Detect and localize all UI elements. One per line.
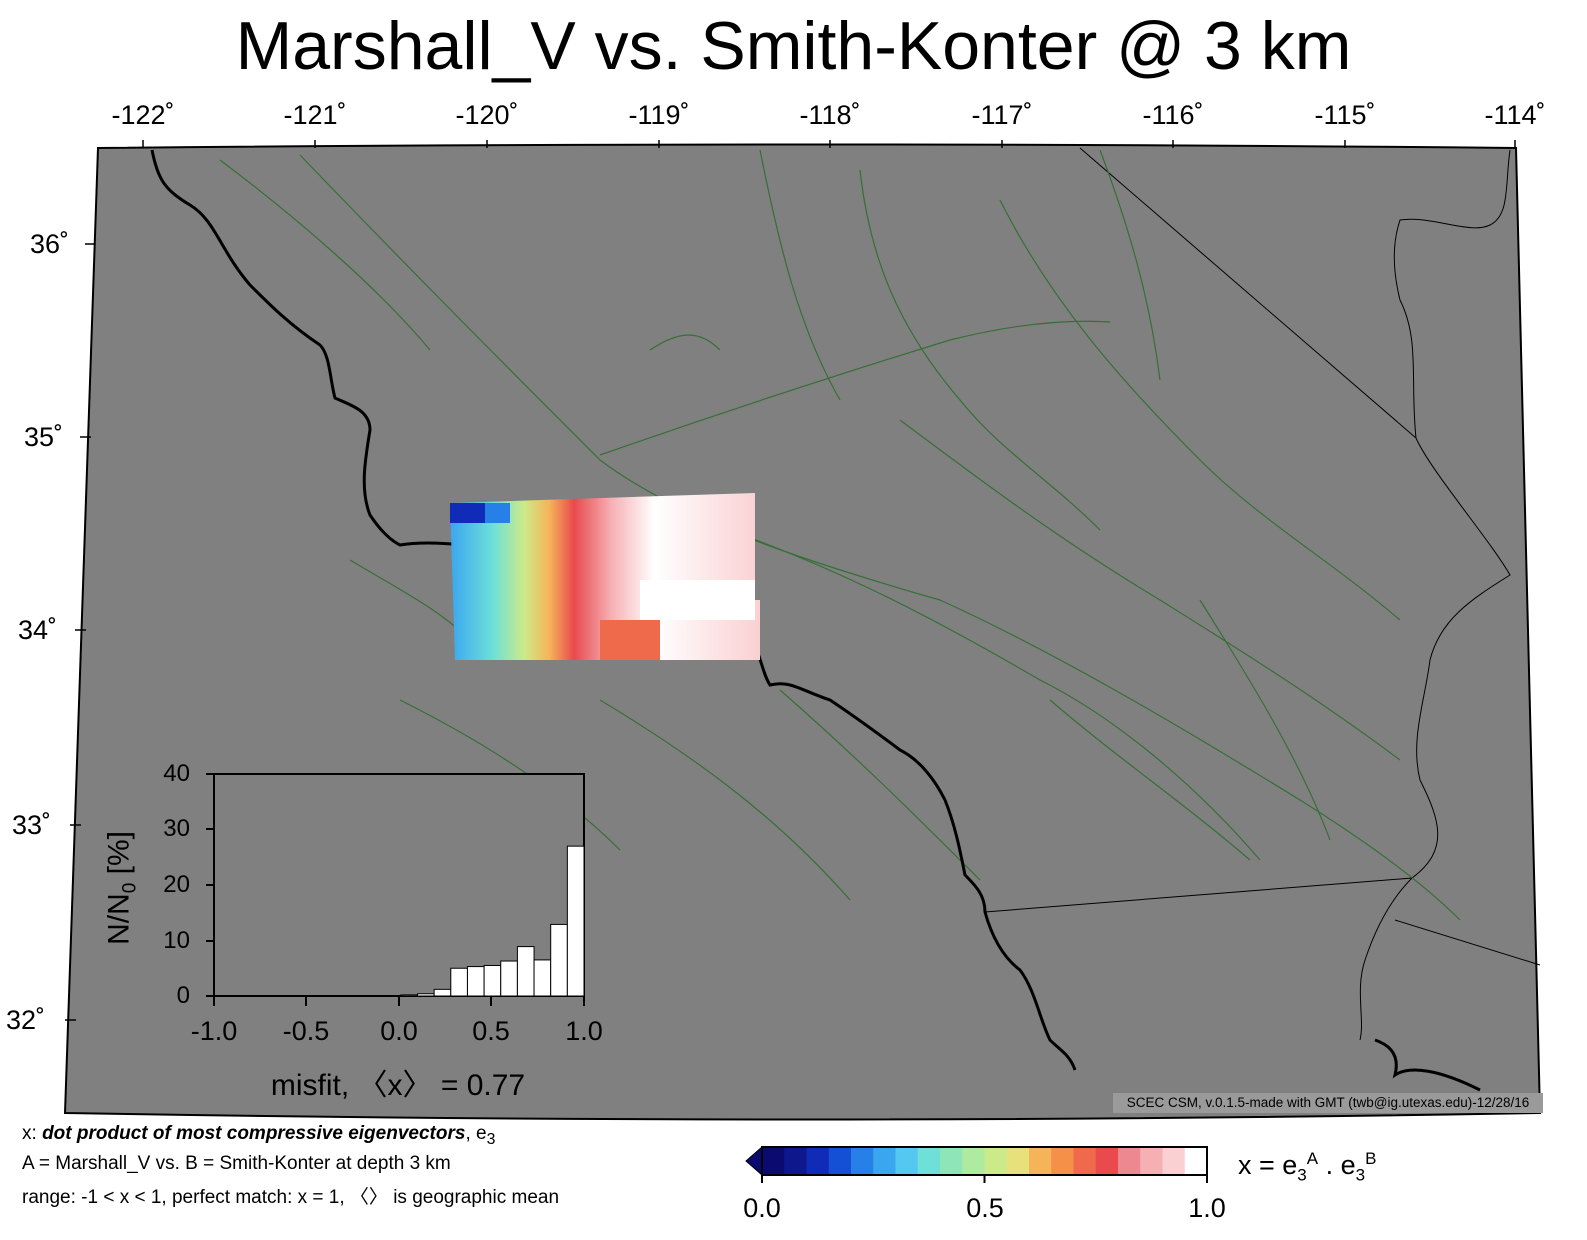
colorbar-swatch (806, 1147, 830, 1175)
hist-x-tick: 0.0 (380, 1016, 418, 1046)
histogram-bar (417, 993, 435, 997)
hist-x-tick: 0.5 (472, 1016, 510, 1046)
histogram-bar (550, 923, 568, 997)
map-title: Marshall_V vs. Smith-Konter @ 3 km (235, 8, 1352, 84)
colorbar-label: x = e3A . e3B (1238, 1149, 1377, 1185)
colorbar-swatch (762, 1147, 785, 1175)
fault-traces (219, 149, 1461, 921)
credit-label: SCEC CSM, v.0.1.5-made with GMT (twb@ig.… (1113, 1093, 1543, 1113)
histogram-bars (400, 845, 585, 997)
colorbar-swatch (917, 1147, 941, 1175)
lat-label: 36˚ (30, 229, 70, 259)
lon-label: -118˚ (799, 100, 861, 130)
state-boundaries (984, 147, 1541, 1041)
histogram-bar (466, 966, 485, 997)
histogram-bar (483, 964, 502, 997)
histogram-bar (516, 946, 535, 997)
colorbar-swatch (940, 1147, 963, 1175)
hist-y-tick: 0 (176, 982, 190, 1009)
lon-label: -115˚ (1314, 100, 1376, 130)
lat-label: 34˚ (18, 615, 58, 645)
histogram-inset (206, 773, 585, 1006)
colorbar-underflow-triangle (745, 1145, 763, 1177)
colorbar-swatch (1162, 1147, 1186, 1175)
hist-y-tick: 30 (163, 815, 190, 842)
hist-x-tick: -0.5 (282, 1016, 330, 1046)
colorbar-swatch (1006, 1147, 1030, 1175)
lon-label: -119˚ (628, 100, 690, 130)
colorbar-swatch (851, 1147, 874, 1175)
colorbar-tick: 0.0 (743, 1193, 781, 1223)
histogram-ticks (206, 773, 585, 1006)
hist-y-tick: 10 (163, 927, 190, 954)
misfit-raster (450, 493, 760, 660)
histogram-bar (450, 967, 468, 997)
histogram-bar (433, 988, 452, 997)
lat-label: 32˚ (6, 1005, 46, 1035)
hist-x-tick: -1.0 (190, 1016, 238, 1046)
lon-label: -116˚ (1142, 100, 1204, 130)
colorbar-swatch (1118, 1147, 1141, 1175)
lon-label: -122˚ (111, 100, 175, 130)
hist-x-axis-title: misfit, 〈x〉 = 0.77 (270, 1069, 526, 1102)
colorbar-tick: 0.5 (966, 1193, 1004, 1223)
colorbar-swatch (1095, 1147, 1119, 1175)
colorbar-swatch (1051, 1147, 1074, 1175)
colorbar-swatch (784, 1147, 807, 1175)
frame-ticks (65, 140, 1516, 1021)
colorbar (745, 1145, 1208, 1183)
colorbar-swatch (1029, 1147, 1052, 1175)
histogram-bar (566, 845, 585, 997)
colorbar-swatch (873, 1147, 896, 1175)
colorbar-swatch (984, 1147, 1008, 1175)
note-line-3: range: -1 < x < 1, perfect match: x = 1,… (22, 1187, 560, 1208)
colorbar-swatch (828, 1147, 852, 1175)
note-line-1: x: dot product of most compressive eigen… (22, 1123, 496, 1148)
colorbar-tick: 1.0 (1188, 1193, 1226, 1223)
lat-label: 33˚ (12, 810, 52, 840)
hist-y-tick: 20 (163, 871, 190, 898)
note-line-2: A = Marshall_V vs. B = Smith-Konter at d… (22, 1153, 451, 1174)
hist-y-tick: 40 (163, 760, 190, 787)
hist-y-axis-title: N/N0 [%] (102, 831, 141, 945)
colorbar-swatch (962, 1147, 985, 1175)
lon-label: -117˚ (971, 100, 1033, 130)
colorbar-swatch (1184, 1147, 1208, 1175)
lon-label: -114˚ (1484, 100, 1546, 130)
lat-label: 35˚ (24, 422, 64, 452)
colorbar-swatch (1073, 1147, 1097, 1175)
histogram-bar (533, 959, 552, 997)
colorbar-swatch (1140, 1147, 1163, 1175)
lon-label: -120˚ (455, 100, 519, 130)
hist-x-tick: 1.0 (565, 1016, 603, 1046)
lon-label: -121˚ (283, 100, 347, 130)
histogram-bar (400, 994, 419, 997)
colorbar-swatch (895, 1147, 919, 1175)
histogram-bar (500, 960, 518, 997)
